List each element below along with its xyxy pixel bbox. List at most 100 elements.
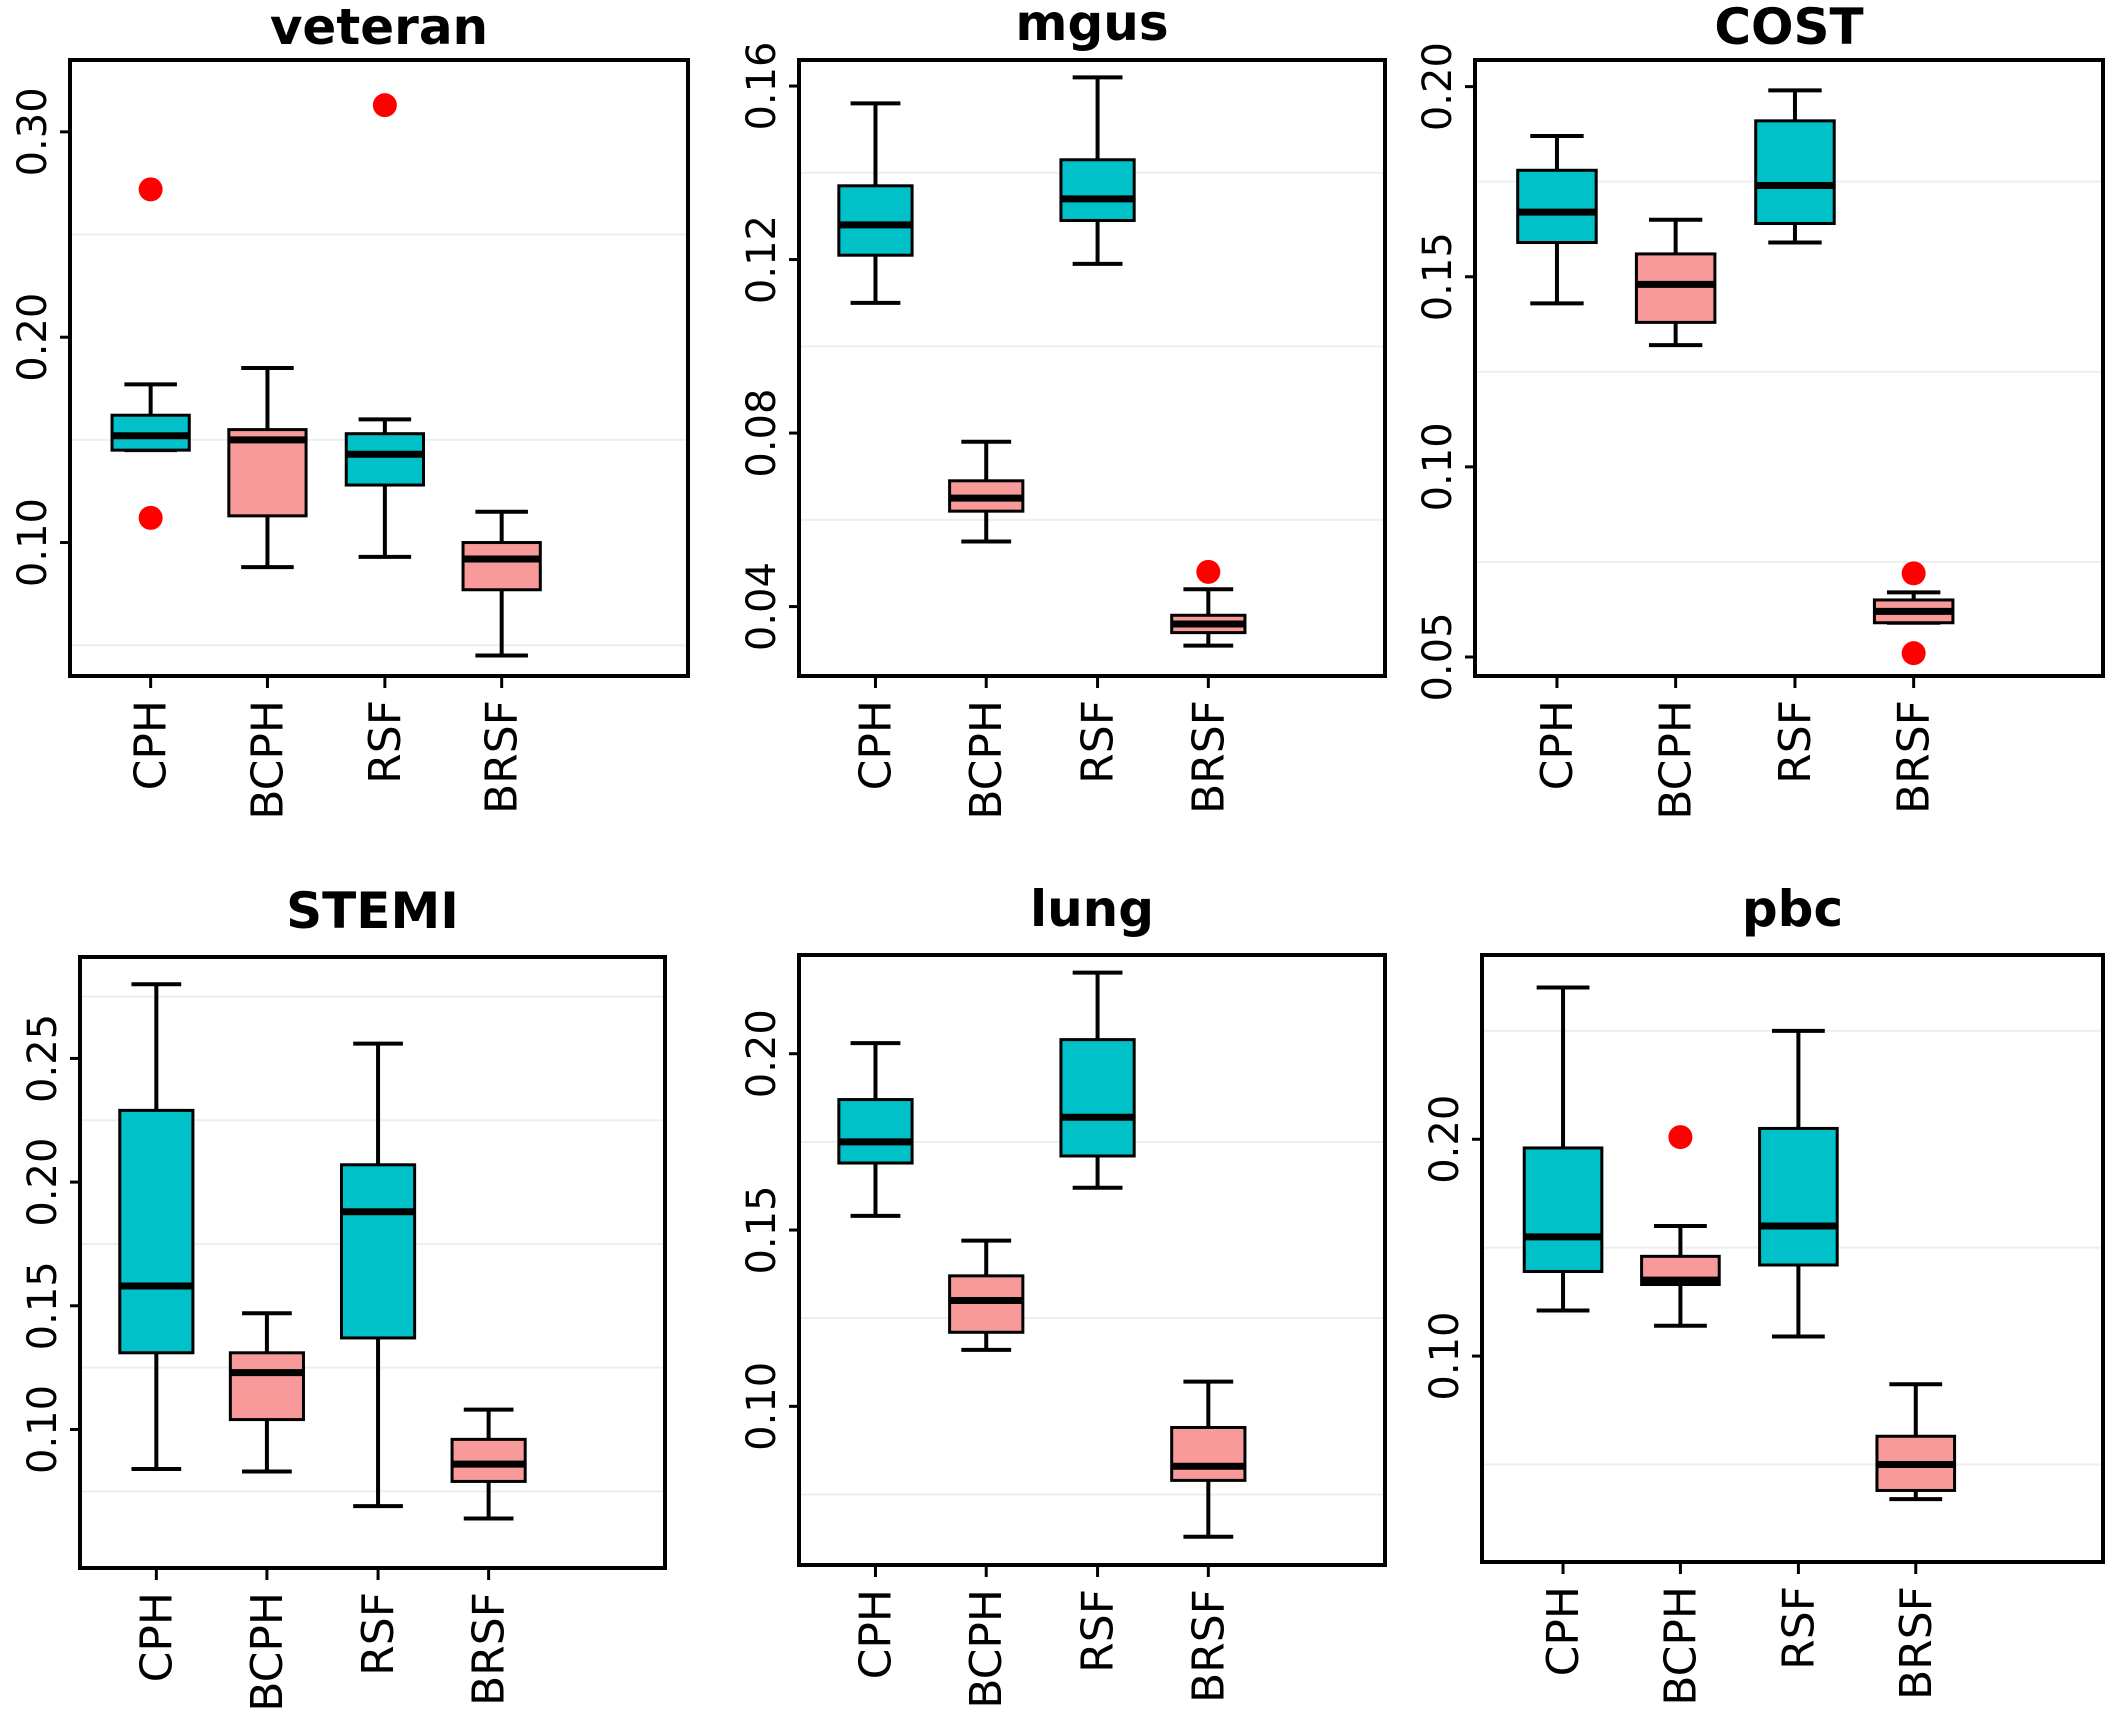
y-tick-label: 0.10: [20, 1385, 66, 1474]
box-BCPH: [228, 1311, 305, 1474]
panel-COST: COST 0.05 0.10 0.15 0.20 CPH BCPH RSF BRSF: [1415, 0, 2105, 820]
box-RSF: [1758, 1028, 1839, 1339]
box-iqr: [1754, 119, 1836, 226]
panel-mgus: mgus 0.04 0.08 0.12 0.16 CPH BCPH RSF BRSF: [739, 0, 1387, 820]
box-iqr: [450, 1437, 527, 1483]
box-iqr: [1170, 1425, 1247, 1482]
panel-pbc: pbc 0.10 0.20 CPH BCPH RSF BRSF: [1422, 880, 2105, 1706]
y-tick-label: 0.16: [739, 41, 785, 130]
y-tick-label: 0.10: [10, 498, 56, 587]
x-tick-label: BRSF: [464, 1592, 515, 1706]
x-tick-label: RSF: [1073, 1589, 1124, 1673]
box-BCPH: [1634, 217, 1717, 348]
box-BRSF: [1170, 559, 1247, 648]
box-iqr: [118, 1108, 195, 1355]
panel-title: STEMI: [286, 882, 459, 940]
box-RSF: [1059, 75, 1136, 266]
box-iqr: [344, 432, 425, 487]
box-iqr: [948, 1274, 1025, 1334]
x-tick-label: BCPH: [1655, 1586, 1706, 1706]
y-tick-label: 0.15: [739, 1185, 785, 1274]
box-BRSF: [1875, 1382, 1957, 1502]
panel-title: lung: [1030, 880, 1154, 938]
x-tick-label: CPH: [1532, 700, 1583, 790]
y-tick-label: 0.04: [739, 562, 785, 651]
box-RSF: [1754, 88, 1836, 245]
box-iqr: [1516, 168, 1598, 245]
x-tick-label: CPH: [131, 1592, 182, 1682]
y-tick-label: 0.20: [20, 1138, 66, 1227]
plot-frame: [78, 955, 667, 1570]
y-tick-label: 0.20: [739, 1009, 785, 1098]
outlier-point: [1196, 559, 1221, 584]
x-tick-label: BRSF: [477, 700, 528, 814]
y-tick-label: 0.08: [739, 389, 785, 478]
plot-frame: [797, 58, 1387, 678]
x-tick-label: RSF: [353, 1592, 404, 1676]
x-tick-label: BCPH: [242, 1592, 293, 1712]
panel-veteran: veteran 0.10 0.20 0.30 CPH BCPH RSF BRSF: [10, 0, 690, 820]
box-iqr: [228, 1351, 305, 1422]
box-RSF: [339, 1041, 417, 1509]
outlier-point: [372, 93, 397, 118]
box-iqr: [1634, 252, 1717, 324]
box-CPH: [1522, 985, 1604, 1313]
box-iqr: [339, 1163, 417, 1340]
y-tick-label: 0.05: [1415, 612, 1461, 701]
y-tick-label: 0.10: [1415, 422, 1461, 511]
x-tick-label: CPH: [1538, 1586, 1589, 1676]
panel-title: veteran: [270, 0, 488, 56]
x-tick-label: BCPH: [961, 700, 1012, 820]
box-iqr: [461, 541, 542, 592]
x-tick-label: BRSF: [1183, 1589, 1234, 1703]
box-iqr: [1059, 1038, 1136, 1158]
box-RSF: [1059, 970, 1136, 1190]
y-tick-label: 0.10: [1422, 1312, 1468, 1401]
x-tick-label: RSF: [1770, 700, 1821, 784]
outlier-point: [138, 177, 163, 202]
box-CPH: [837, 101, 914, 305]
box-iqr: [1059, 158, 1136, 223]
box-BRSF: [450, 1407, 527, 1521]
plot-frame: [1480, 953, 2105, 1564]
panel-STEMI: STEMI 0.10 0.15 0.20 0.25 CPH BCPH RSF BRSF: [20, 882, 667, 1712]
x-tick-label: BCPH: [1651, 700, 1702, 820]
box-BCPH: [948, 1238, 1025, 1352]
x-tick-label: BRSF: [1889, 700, 1940, 814]
outlier-point: [1668, 1125, 1693, 1150]
y-tick-label: 0.15: [20, 1261, 66, 1350]
x-tick-label: RSF: [360, 700, 411, 784]
plot-frame: [797, 953, 1387, 1567]
box-BRSF: [461, 509, 542, 658]
panel-title: mgus: [1015, 0, 1168, 52]
y-tick-label: 0.10: [739, 1362, 785, 1451]
x-tick-label: BRSF: [1891, 1586, 1942, 1700]
x-tick-label: BCPH: [961, 1589, 1012, 1709]
x-tick-label: BCPH: [242, 700, 293, 820]
box-iqr: [227, 428, 308, 518]
y-tick-label: 0.20: [1422, 1095, 1468, 1184]
plot-frame: [1473, 58, 2105, 678]
panel-lung: lung 0.10 0.15 0.20 CPH BCPH RSF BRSF: [739, 880, 1387, 1709]
y-tick-label: 0.30: [10, 87, 56, 176]
x-tick-label: CPH: [850, 700, 901, 790]
y-tick-label: 0.15: [1415, 232, 1461, 321]
box-iqr: [837, 184, 914, 257]
outlier-point: [138, 505, 163, 530]
x-tick-label: CPH: [850, 1589, 901, 1679]
x-tick-label: RSF: [1073, 700, 1124, 784]
panel-title: COST: [1714, 0, 1863, 56]
box-BCPH: [227, 366, 308, 570]
panel-title: pbc: [1742, 880, 1843, 938]
y-tick-label: 0.20: [10, 293, 56, 382]
box-BRSF: [1872, 561, 1955, 666]
outlier-point: [1901, 561, 1926, 586]
box-iqr: [1522, 1146, 1604, 1274]
box-iqr: [837, 1098, 914, 1165]
x-tick-label: RSF: [1773, 1586, 1824, 1670]
box-iqr: [1758, 1126, 1839, 1267]
box-CPH: [110, 177, 191, 530]
x-tick-label: CPH: [126, 700, 177, 790]
y-tick-label: 0.20: [1415, 42, 1461, 131]
